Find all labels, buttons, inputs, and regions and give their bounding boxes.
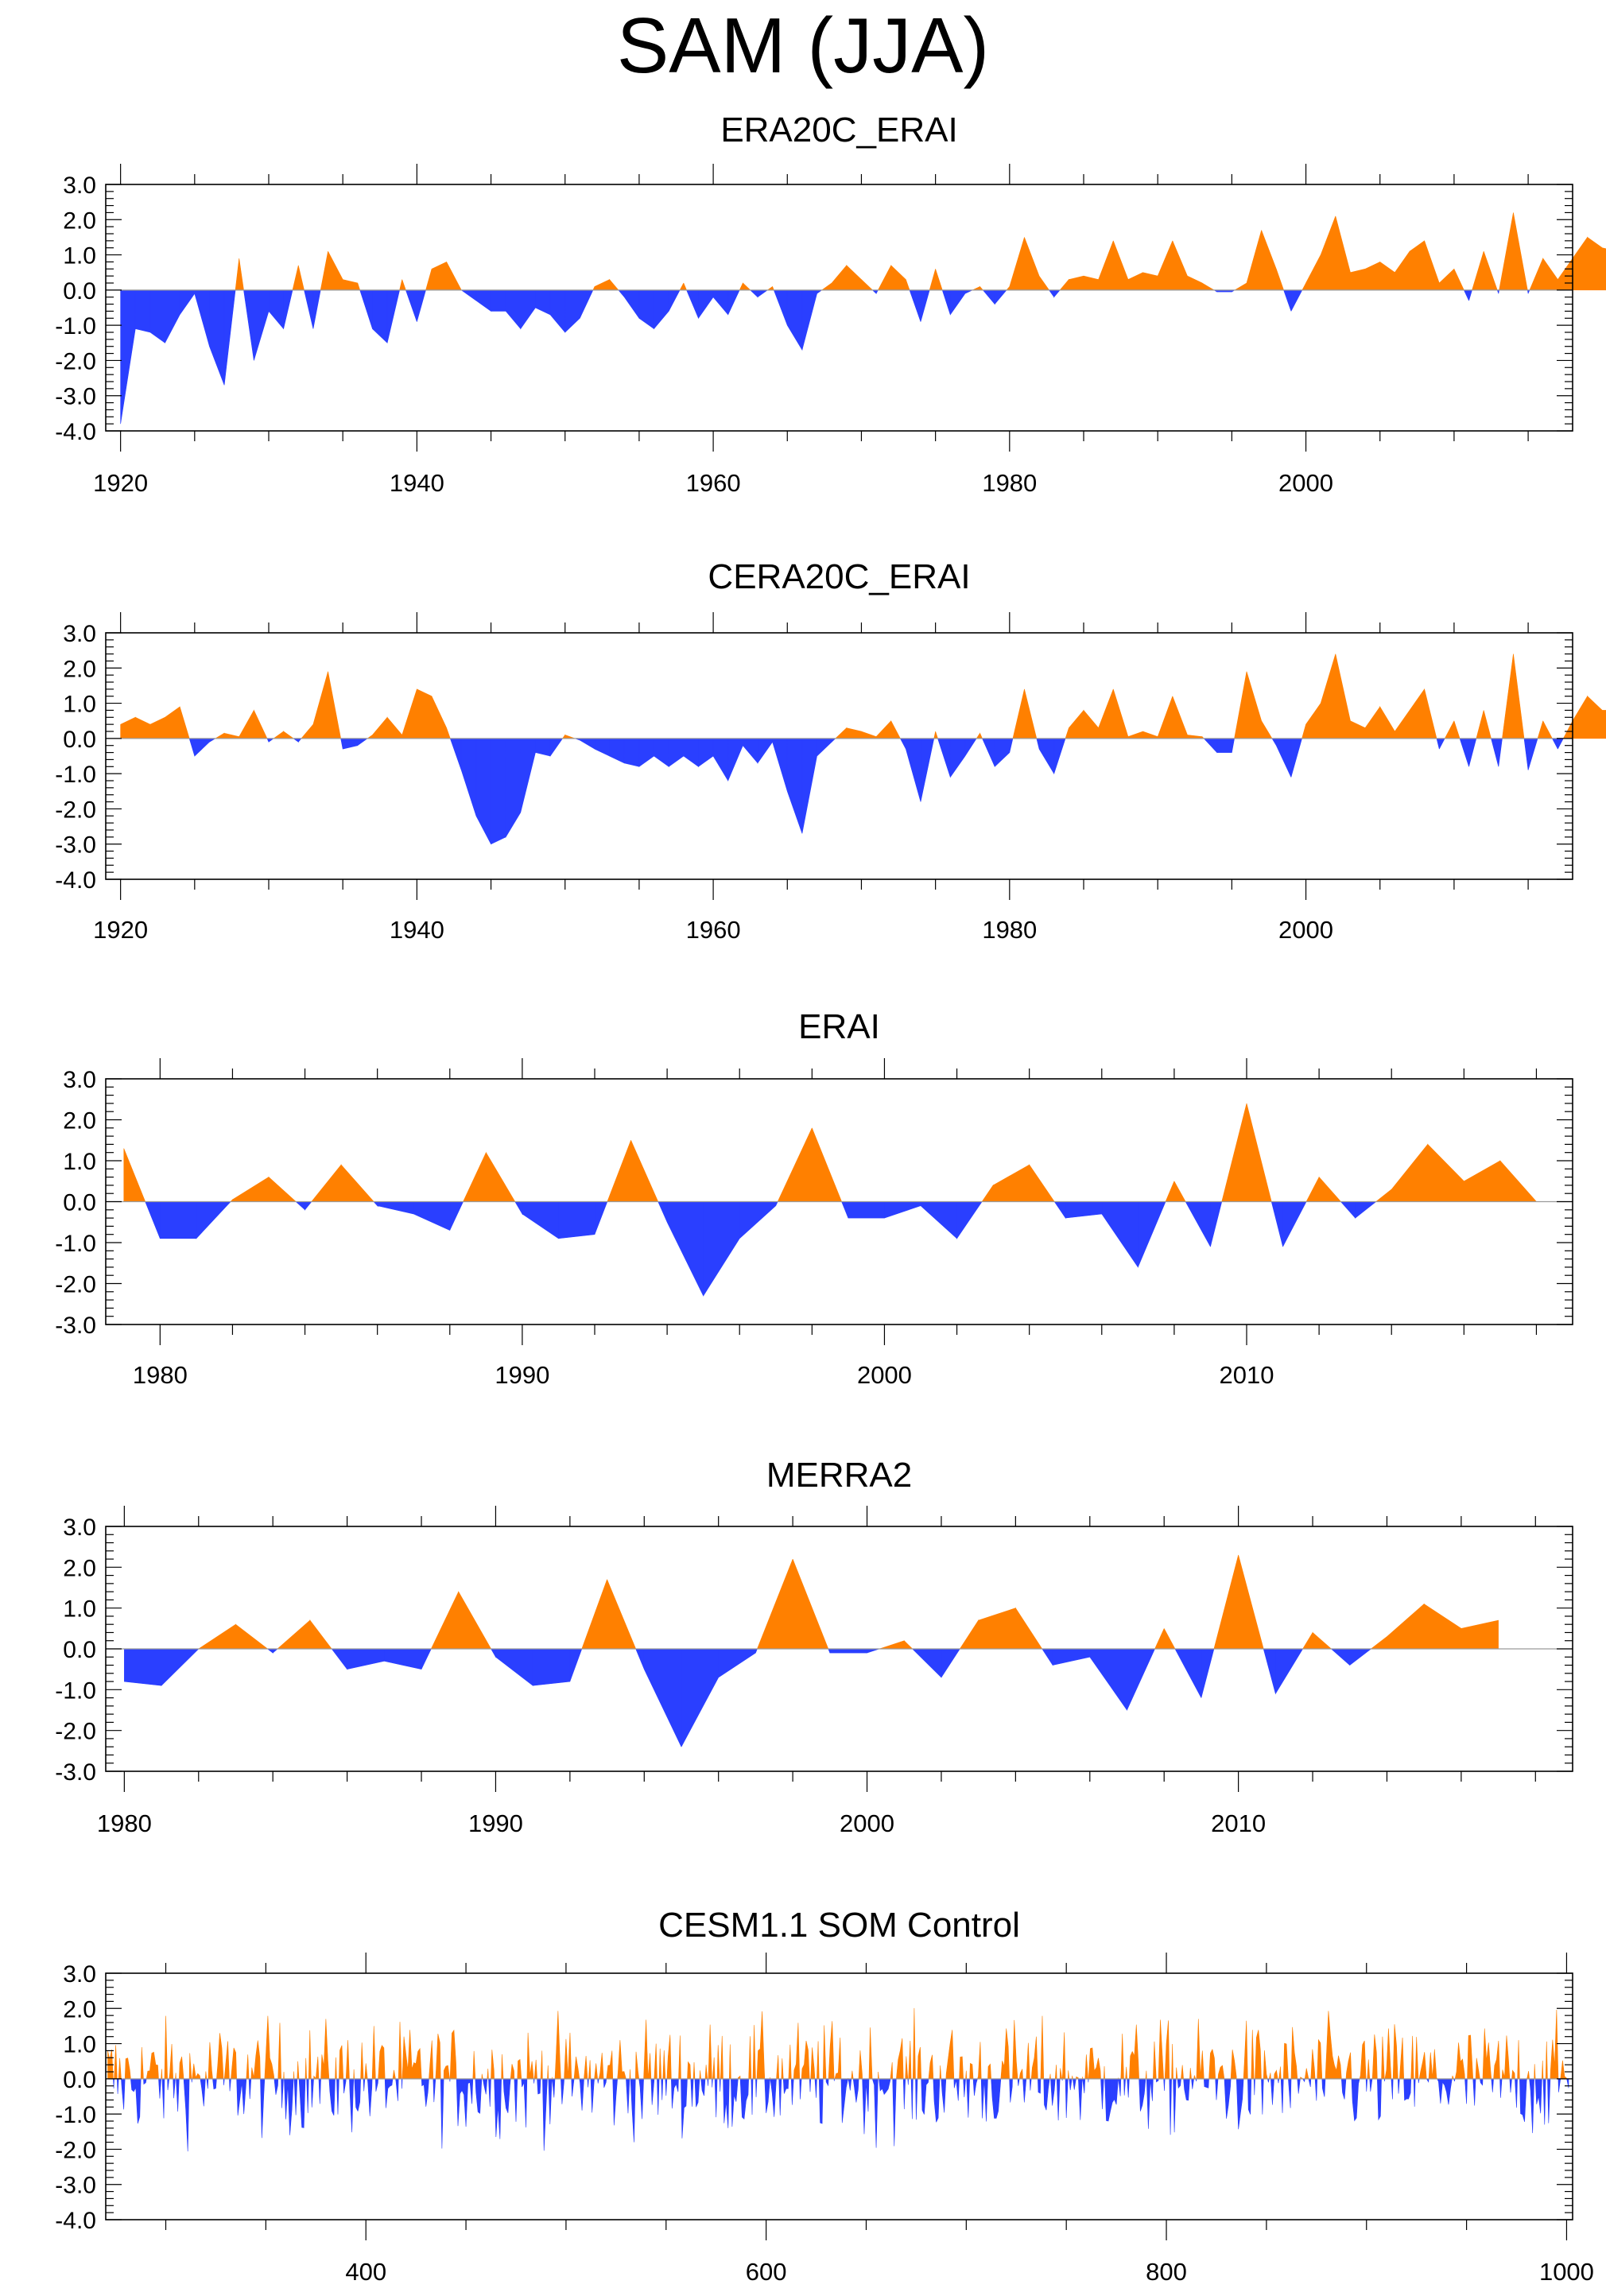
y-tick-label: -3.0 (55, 384, 96, 410)
x-tick-label: 2000 (1278, 916, 1333, 944)
y-tick-label: 1.0 (63, 243, 96, 270)
x-tick-label: 400 (345, 2258, 386, 2286)
y-tick-label: -2.0 (55, 1272, 96, 1298)
y-tick-label: 2.0 (63, 1555, 96, 1581)
positive-area (235, 212, 1606, 291)
positive-area (123, 1103, 1538, 1202)
y-tick-label: 3.0 (63, 173, 96, 199)
y-tick-label: 3.0 (63, 1961, 96, 1988)
x-tick-label: 1940 (390, 916, 444, 944)
y-tick-label: 2.0 (63, 1996, 96, 2023)
x-tick-label: 1990 (468, 1809, 523, 1837)
x-tick-label: 1940 (390, 469, 444, 497)
y-tick-label: 2.0 (63, 207, 96, 234)
chart-panel-1: ERA20C_ERAI 3.0 2.0 1.0 0.0 -1.0 -2.0 -3.0 -4.0 1… (55, 111, 1606, 497)
y-tick-label: 3.0 (63, 1067, 96, 1093)
chart-title: MERRA2 (766, 1456, 912, 1495)
y-tick-label: 0.0 (63, 278, 96, 304)
y-tick-label: -3.0 (55, 832, 96, 859)
plot-frame (105, 1972, 1573, 2220)
x-tick-label: 2000 (1278, 469, 1333, 497)
positive-area (120, 654, 1606, 739)
y-tick-label: -3.0 (55, 1759, 96, 1786)
x-tick-label: 1980 (982, 916, 1037, 944)
chart-panel-5: CESM1.1 SOM Control 3.0 2.0 1.0 0.0 -1.0 -2.0 -… (55, 1906, 1594, 2286)
chart-title: ERAI (798, 1007, 880, 1046)
positive-area (107, 2007, 1567, 2080)
y-tick-label: -4.0 (55, 419, 96, 445)
x-tick-label: 1990 (495, 1361, 549, 1389)
y-tick-label: -2.0 (55, 348, 96, 374)
plot-frame (105, 184, 1573, 432)
y-tick-label: 3.0 (63, 621, 96, 647)
y-tick-label: -2.0 (55, 1719, 96, 1745)
y-tick-label: -1.0 (55, 2102, 96, 2128)
y-tick-label: 1.0 (63, 2032, 96, 2058)
y-tick-label: -1.0 (55, 1677, 96, 1704)
negative-area (188, 738, 1564, 845)
chart-panel-3: ERAI 3.0 2.0 1.0 0.0 -1.0 -2.0 -3.0 1980 1990 2000… (55, 1007, 1573, 1389)
y-tick-label: 1.0 (63, 1149, 96, 1175)
x-tick-label: 600 (746, 2258, 787, 2286)
negative-area (145, 1201, 1377, 1297)
x-tick-label: 2010 (1220, 1361, 1274, 1389)
y-tick-label: -4.0 (55, 2208, 96, 2234)
y-tick-label: 0.0 (63, 2067, 96, 2093)
chart-title: CESM1.1 SOM Control (658, 1906, 1020, 1945)
y-tick-label: 2.0 (63, 656, 96, 682)
y-tick-label: 3.0 (63, 1515, 96, 1541)
x-tick-label: 1960 (686, 916, 741, 944)
x-tick-label: 800 (1146, 2258, 1187, 2286)
x-tick-label: 1920 (93, 469, 148, 497)
y-tick-label: -1.0 (55, 762, 96, 788)
y-tick-label: -1.0 (55, 1231, 96, 1257)
negative-area (113, 2078, 1569, 2152)
x-tick-label: 1000 (1539, 2258, 1594, 2286)
y-tick-label: 0.0 (63, 1190, 96, 1216)
y-tick-label: -3.0 (55, 1313, 96, 1339)
y-tick-label: 1.0 (63, 692, 96, 718)
figure-title: SAM (JJA) (616, 2, 990, 89)
y-tick-label: -1.0 (55, 313, 96, 339)
y-tick-label: -2.0 (55, 2137, 96, 2163)
x-tick-label: 1960 (686, 469, 741, 497)
x-tick-label: 2000 (857, 1361, 912, 1389)
x-tick-label: 2000 (840, 1809, 894, 1837)
chart-title: ERA20C_ERAI (720, 111, 957, 149)
x-tick-label: 1980 (97, 1809, 152, 1837)
y-tick-label: 1.0 (63, 1596, 96, 1623)
y-tick-label: -4.0 (55, 867, 96, 894)
x-tick-label: 2010 (1211, 1809, 1266, 1837)
x-tick-label: 1920 (93, 916, 148, 944)
x-tick-label: 1980 (133, 1361, 188, 1389)
y-tick-label: 0.0 (63, 1637, 96, 1663)
negative-area (120, 289, 1530, 425)
y-tick-label: -3.0 (55, 2173, 96, 2199)
plot-frame (105, 632, 1573, 880)
y-tick-label: 0.0 (63, 727, 96, 753)
y-tick-label: -2.0 (55, 797, 96, 823)
y-tick-label: 2.0 (63, 1108, 96, 1134)
chart-title: CERA20C_ERAI (708, 557, 970, 596)
negative-area (124, 1648, 1372, 1747)
positive-area (197, 1554, 1499, 1650)
x-tick-label: 1980 (982, 469, 1037, 497)
chart-panel-2: CERA20C_ERAI 3.0 2.0 1.0 0.0 -1.0 -2.0 -3.0 -4.0… (55, 557, 1606, 944)
